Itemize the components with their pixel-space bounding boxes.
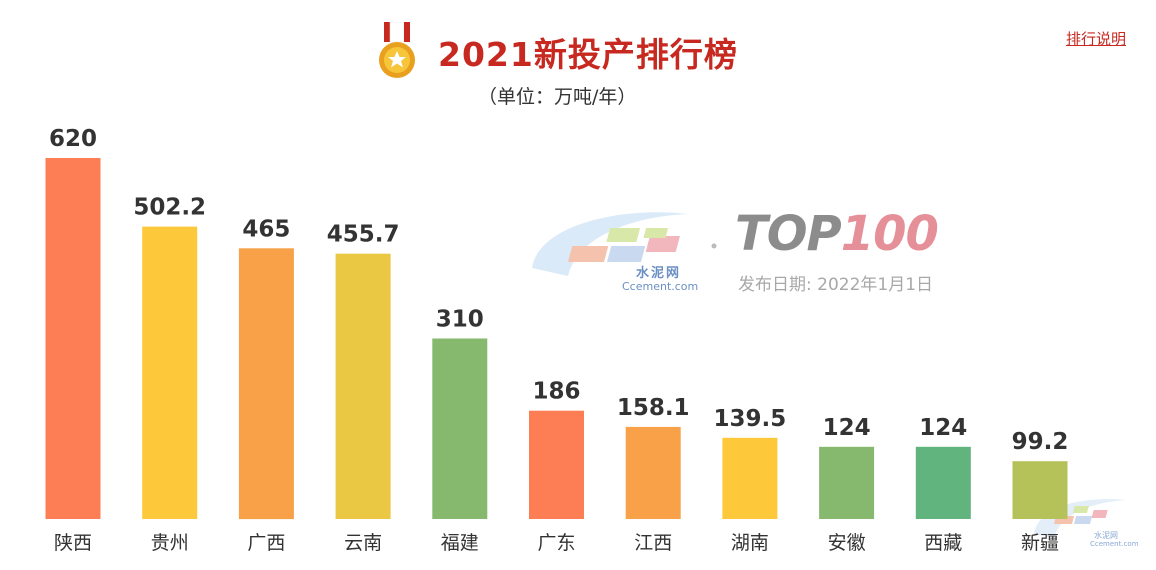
corner-watermark-text: 水泥网: [1094, 531, 1118, 540]
top100-watermark: TOP100: [735, 206, 939, 262]
chart-header: 2021新投产排行榜 （单位：万吨/年） 排行说明: [0, 0, 1156, 110]
chart-title: 2021新投产排行榜: [438, 35, 738, 74]
category-label-1: 陕西: [54, 532, 92, 554]
bar-1: [45, 158, 101, 519]
bar-3: [238, 248, 294, 520]
value-label-4: 455.7: [327, 222, 400, 248]
value-label-11: 99.2: [1012, 429, 1069, 455]
value-label-8: 139.5: [714, 406, 787, 432]
category-label-8: 湖南: [731, 532, 769, 554]
value-label-1: 620: [49, 126, 97, 152]
value-labels-group: 620 502.2 465 455.7 310 186 158.1 139.5 124 124 99…: [49, 126, 1068, 455]
category-label-3: 广西: [247, 532, 285, 554]
watermark-url-text: Ccement.com: [622, 280, 699, 293]
corner-watermark-url: Ccement.com: [1090, 540, 1139, 548]
category-labels-group: 陕西 贵州 广西 云南 福建 广东 江西 湖南 安徽 西藏 新疆: [54, 532, 1059, 554]
category-label-5: 福建: [441, 532, 479, 554]
bars-group: [45, 158, 1068, 520]
bar-9: [819, 446, 875, 519]
value-label-5: 310: [436, 307, 484, 333]
category-label-7: 江西: [634, 532, 672, 554]
publish-date: 发布日期: 2022年1月1日: [738, 275, 934, 295]
category-label-6: 广东: [537, 532, 575, 554]
watermark-logo-text: 水泥网: [636, 266, 682, 281]
bar-11: [1012, 461, 1068, 519]
category-label-9: 安徽: [828, 532, 866, 554]
category-label-4: 云南: [344, 532, 382, 554]
value-label-7: 158.1: [617, 395, 690, 421]
bar-5: [432, 338, 488, 519]
ranking-explanation-link[interactable]: 排行说明: [1066, 30, 1127, 48]
bar-7: [625, 426, 681, 519]
ccement-watermark-logo: [532, 212, 717, 276]
category-label-10: 西藏: [924, 532, 962, 554]
top100-prefix: TOP: [735, 206, 842, 262]
bar-6: [529, 410, 584, 519]
category-label-11: 新疆: [1021, 532, 1059, 554]
value-label-2: 502.2: [133, 195, 206, 221]
value-label-10: 124: [919, 415, 967, 441]
bar-4: [335, 253, 391, 519]
bar-10: [915, 446, 971, 519]
bar-2: [142, 226, 198, 519]
category-label-2: 贵州: [151, 532, 189, 554]
value-label-6: 186: [532, 379, 580, 405]
medal-icon: [379, 22, 415, 78]
value-label-3: 465: [242, 216, 290, 242]
value-label-9: 124: [823, 415, 871, 441]
top100-suffix: 100: [840, 206, 939, 262]
unit-label: （单位：万吨/年）: [478, 86, 637, 108]
bar-8: [722, 437, 778, 519]
